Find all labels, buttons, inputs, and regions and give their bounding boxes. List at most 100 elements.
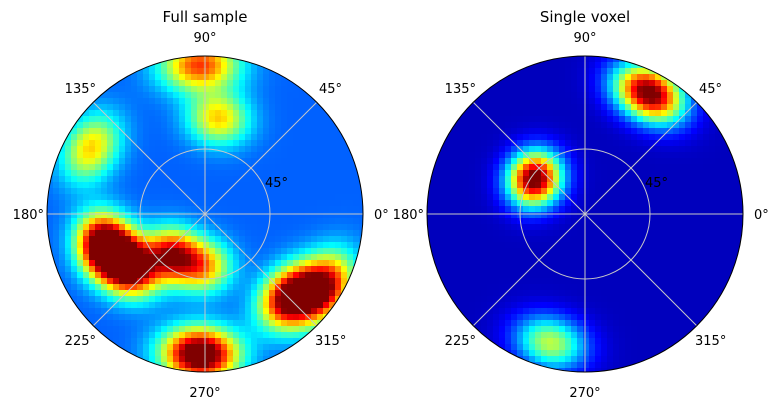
- heatmap-cell: [661, 266, 668, 273]
- heatmap-cell: [679, 146, 686, 153]
- heatmap-cell: [185, 302, 192, 309]
- heatmap-cell: [583, 74, 590, 81]
- heatmap-cell: [613, 194, 620, 201]
- heatmap-cell: [451, 188, 458, 195]
- heatmap-cell: [619, 170, 626, 177]
- heatmap-cell: [559, 218, 566, 225]
- heatmap-cell: [517, 92, 524, 99]
- heatmap-cell: [149, 278, 156, 285]
- heatmap-cell: [541, 218, 548, 225]
- heatmap-cell: [59, 236, 66, 243]
- heatmap-cell: [323, 284, 330, 291]
- heatmap-cell: [673, 110, 680, 117]
- heatmap-cell: [445, 194, 452, 201]
- heatmap-cell: [637, 278, 644, 285]
- heatmap-cell: [347, 266, 354, 273]
- heatmap-cell: [631, 200, 638, 207]
- heatmap-cell: [667, 248, 674, 255]
- heatmap-cell: [655, 158, 662, 165]
- heatmap-cell: [71, 182, 78, 189]
- heatmap-cell: [149, 104, 156, 111]
- heatmap-cell: [233, 194, 240, 201]
- heatmap-cell: [523, 260, 530, 267]
- heatmap-cell: [559, 116, 566, 123]
- heatmap-cell: [505, 326, 512, 333]
- heatmap-cell: [583, 224, 590, 231]
- heatmap-cell: [299, 200, 306, 207]
- heatmap-cell: [95, 224, 102, 231]
- heatmap-cell: [95, 170, 102, 177]
- heatmap-cell: [529, 86, 536, 93]
- heatmap-cell: [83, 182, 90, 189]
- heatmap-cell: [577, 368, 584, 372]
- heatmap-cell: [299, 98, 306, 105]
- heatmap-cell: [457, 302, 464, 309]
- heatmap-cell: [523, 128, 530, 135]
- heatmap-cell: [649, 344, 656, 351]
- heatmap-cell: [143, 290, 150, 297]
- heatmap-cell: [505, 332, 512, 339]
- heatmap-cell: [143, 188, 150, 195]
- heatmap-cell: [457, 128, 464, 135]
- heatmap-cell: [673, 182, 680, 189]
- heatmap-cell: [559, 320, 566, 327]
- angle-tick-label: 90°: [193, 31, 216, 46]
- heatmap-cell: [601, 86, 608, 93]
- heatmap-cell: [487, 104, 494, 111]
- heatmap-cell: [535, 290, 542, 297]
- heatmap-cell: [499, 110, 506, 117]
- heatmap-cell: [197, 164, 204, 171]
- heatmap-cell: [203, 260, 210, 267]
- heatmap-cell: [59, 164, 66, 171]
- heatmap-cell: [71, 176, 78, 183]
- heatmap-cell: [335, 164, 342, 171]
- heatmap-cell: [655, 98, 662, 105]
- heatmap-cell: [287, 272, 294, 279]
- heatmap-cell: [571, 194, 578, 201]
- heatmap-cell: [263, 344, 270, 351]
- heatmap-cell: [197, 110, 204, 117]
- heatmap-cell: [83, 308, 90, 315]
- heatmap-cell: [101, 182, 108, 189]
- heatmap-cell: [703, 158, 710, 165]
- heatmap-cell: [517, 182, 524, 189]
- heatmap-cell: [215, 122, 222, 129]
- heatmap-cell: [595, 80, 602, 87]
- heatmap-cell: [505, 164, 512, 171]
- heatmap-cell: [505, 314, 512, 321]
- heatmap-cell: [59, 200, 66, 207]
- heatmap-cell: [215, 254, 222, 261]
- heatmap-cell: [77, 302, 84, 309]
- heatmap-cell: [149, 254, 156, 261]
- heatmap-cell: [149, 164, 156, 171]
- heatmap-cell: [131, 98, 138, 105]
- heatmap-cell: [505, 170, 512, 177]
- heatmap-cell: [643, 308, 650, 315]
- heatmap-cell: [667, 320, 674, 327]
- heatmap-cell: [703, 260, 710, 267]
- heatmap-cell: [571, 182, 578, 189]
- heatmap-cell: [113, 248, 120, 255]
- heatmap-cell: [499, 302, 506, 309]
- heatmap-cell: [523, 302, 530, 309]
- heatmap-cell: [613, 92, 620, 99]
- heatmap-cell: [697, 176, 704, 183]
- heatmap-cell: [607, 188, 614, 195]
- heatmap-cell: [529, 146, 536, 153]
- heatmap-cell: [493, 284, 500, 291]
- heatmap-cell: [263, 350, 270, 357]
- heatmap-cell: [577, 140, 584, 147]
- heatmap-cell: [655, 152, 662, 159]
- heatmap-cell: [149, 140, 156, 147]
- heatmap-cell: [511, 356, 518, 363]
- heatmap-cell: [203, 272, 210, 279]
- heatmap-cell: [197, 68, 204, 75]
- heatmap-cell: [667, 128, 674, 135]
- heatmap-cell: [173, 338, 180, 345]
- heatmap-cell: [727, 164, 734, 171]
- heatmap-cell: [487, 86, 494, 93]
- heatmap-cell: [185, 212, 192, 219]
- heatmap-cell: [311, 140, 318, 147]
- heatmap-cell: [149, 284, 156, 291]
- heatmap-cell: [607, 356, 614, 363]
